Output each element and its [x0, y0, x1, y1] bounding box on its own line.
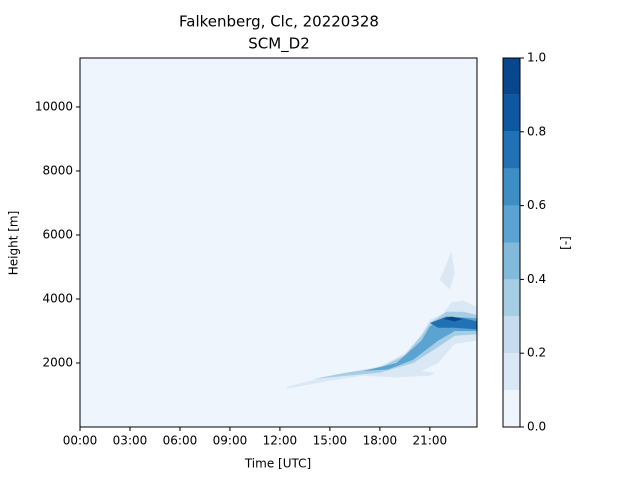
y-tick-label: 10000 [35, 99, 73, 113]
x-tick-label: 03:00 [113, 434, 148, 448]
x-tick-label: 09:00 [213, 434, 248, 448]
x-tick-label: 12:00 [263, 434, 298, 448]
colorbar-band [503, 390, 520, 427]
y-tick-label: 8000 [42, 163, 73, 177]
colorbar-band [503, 168, 520, 206]
x-tick-label: 21:00 [413, 434, 448, 448]
y-tick-label: 4000 [42, 291, 73, 305]
contour-region [429, 316, 477, 330]
colorbar-band [503, 94, 520, 132]
contour-region [363, 316, 477, 371]
colorbar-band [503, 58, 520, 95]
contour-region [443, 316, 464, 322]
colorbar-tick-label: 1.0 [527, 51, 546, 65]
contour-region [286, 300, 477, 389]
y-tick-label: 2000 [42, 355, 73, 369]
chart-subtitle: SCM_D2 [248, 35, 310, 54]
x-tick-label: 15:00 [313, 434, 348, 448]
x-tick-label: 06:00 [163, 434, 198, 448]
colorbar-tick-label: 0.0 [527, 420, 546, 434]
y-tick-label: 6000 [42, 227, 73, 241]
colorbar-band [503, 131, 520, 169]
colorbar-band [503, 279, 520, 317]
colorbar-band [503, 316, 520, 354]
chart-title: Falkenberg, Clc, 20220328 [179, 13, 379, 31]
x-tick-label: 18:00 [363, 434, 398, 448]
colorbar-tick-label: 0.6 [527, 198, 546, 212]
colorbar-band [503, 205, 520, 243]
colorbar-tick-label: 0.2 [527, 346, 546, 360]
colorbar-label: [-] [559, 236, 573, 250]
colorbar-tick-label: 0.4 [527, 272, 546, 286]
y-axis-label: Height [m] [7, 211, 21, 276]
contour-region [439, 251, 455, 290]
x-axis-label: Time [UTC] [244, 457, 311, 471]
plot-frame [79, 57, 478, 428]
colorbar-tick-label: 0.8 [527, 124, 546, 138]
colorbar-frame [502, 57, 521, 428]
x-tick-label: 00:00 [63, 434, 98, 448]
colorbar-band [503, 353, 520, 391]
colorbar-band [503, 242, 520, 280]
